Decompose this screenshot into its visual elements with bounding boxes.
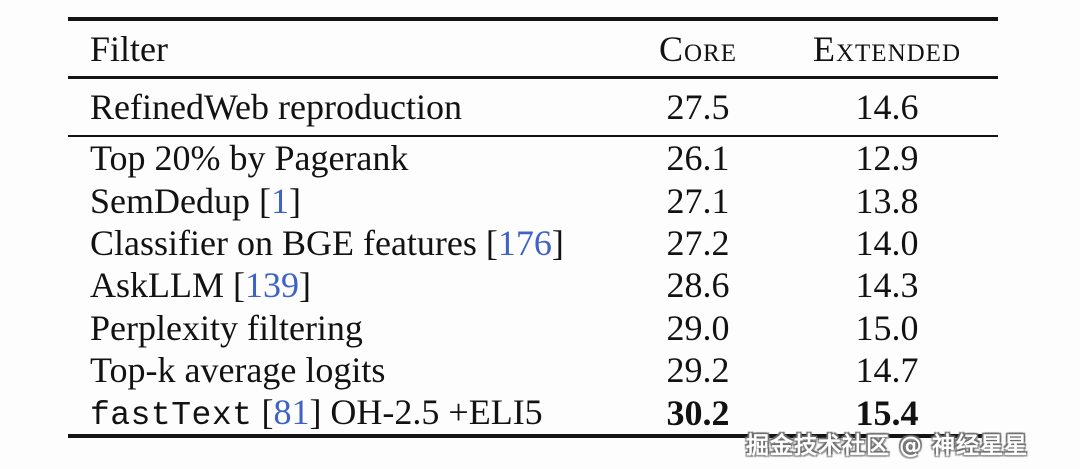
citation-link[interactable]: 139	[245, 265, 299, 306]
table-row: Top-k average logits 29.2 14.7	[68, 349, 998, 391]
table-row: Perplexity filtering 29.0 15.0	[68, 307, 998, 349]
table-row: Classifier on BGE features [176] 27.2 14…	[68, 222, 998, 264]
results-table: Filter Core Extended RefinedWeb reproduc…	[68, 17, 998, 438]
table-row: AskLLM [139] 28.6 14.3	[68, 264, 998, 306]
table-row: SemDedup [1] 27.1 13.8	[68, 179, 998, 221]
filter-label: Top-k average logits	[90, 350, 386, 391]
filter-label: RefinedWeb reproduction	[90, 86, 462, 127]
extended-cell: 14.0	[855, 222, 919, 263]
filter-label: ]	[299, 265, 311, 306]
filter-cell: fastText [81] OH-2.5 +ELI5	[68, 394, 620, 432]
header-extended: Extended	[812, 28, 962, 69]
citation-link[interactable]: 176	[497, 222, 552, 263]
filter-label: ]	[288, 180, 301, 221]
filter-label: ] OH-2.5 +ELI5	[309, 391, 543, 432]
watermark: 掘金技术社区 @ 神经星星	[745, 433, 1028, 459]
table-bottom-rule	[68, 433, 998, 438]
core-cell: 30.2	[666, 392, 730, 433]
core-cell: 27.2	[666, 222, 730, 263]
table-header-row: Filter Core Extended	[68, 21, 998, 76]
filter-cell: Top-k average logits	[68, 352, 620, 388]
filter-cell: Perplexity filtering	[68, 310, 620, 346]
table-row: Top 20% by Pagerank 26.1 12.9	[68, 137, 998, 179]
core-cell: 29.2	[666, 350, 730, 391]
filter-label: Top 20% by Pagerank	[90, 138, 409, 179]
filter-label: Classifier on BGE features [	[90, 222, 498, 263]
filter-label: AskLLM [	[90, 265, 245, 306]
header-core: Core	[658, 28, 737, 69]
citation-link[interactable]: 1	[270, 180, 289, 221]
filter-label: Perplexity filtering	[90, 307, 363, 348]
filter-label: [	[252, 391, 274, 432]
extended-cell: 14.3	[855, 265, 919, 306]
extended-cell: 15.4	[855, 392, 919, 433]
extended-cell: 14.7	[855, 350, 919, 391]
core-cell: 28.6	[666, 265, 730, 306]
filter-label: SemDedup [	[90, 180, 271, 221]
table-header-rule	[68, 76, 998, 79]
core-cell: 27.5	[666, 86, 730, 127]
core-cell: 27.1	[666, 180, 730, 221]
extended-cell: 12.9	[855, 138, 919, 179]
filter-cell: Top 20% by Pagerank	[68, 140, 620, 176]
table-row: RefinedWeb reproduction 27.5 14.6	[68, 79, 998, 135]
extended-cell: 13.8	[855, 180, 919, 221]
filter-cell: AskLLM [139]	[68, 267, 620, 303]
filter-cell: Classifier on BGE features [176]	[68, 225, 620, 261]
filter-label: ]	[551, 222, 564, 263]
table-row: fastText [81] OH-2.5 +ELI5 30.2 15.4	[68, 391, 998, 433]
filter-cell: RefinedWeb reproduction	[68, 89, 620, 125]
table-top-rule	[68, 17, 998, 21]
filter-label-mono: fastText	[90, 396, 253, 434]
extended-cell: 14.6	[855, 86, 919, 127]
core-cell: 26.1	[666, 138, 730, 179]
table-mid-rule	[68, 134, 998, 137]
header-filter: Filter	[90, 28, 168, 69]
core-cell: 29.0	[666, 307, 730, 348]
citation-link[interactable]: 81	[273, 391, 310, 432]
filter-cell: SemDedup [1]	[68, 183, 620, 219]
extended-cell: 15.0	[855, 307, 919, 348]
